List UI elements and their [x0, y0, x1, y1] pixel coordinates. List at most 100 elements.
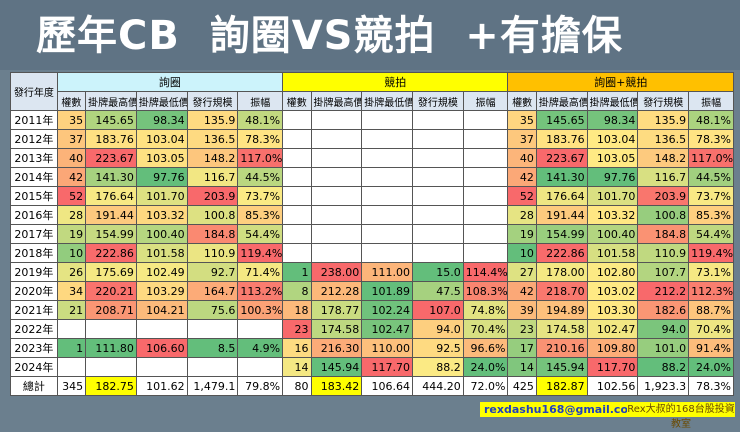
combined-cell: 203.9 [637, 186, 690, 206]
combined-cell: 10 [507, 243, 537, 263]
inquiry-cell [135, 357, 188, 377]
combined-cell: 182.6 [637, 300, 690, 320]
combined-cell: 39 [507, 300, 537, 320]
column-header: 權數 [507, 91, 537, 111]
auction-cell: 47.5 [412, 281, 464, 301]
inquiry-cell: 119.4% [237, 243, 284, 263]
total-row: 總計 345 182.75 101.62 1,479.1 79.8% 80 183.42 106… [10, 376, 734, 396]
inquiry-cell: 103.29 [135, 281, 188, 301]
inquiry-cell: 44.5% [237, 167, 284, 187]
auction-cell [462, 224, 509, 244]
auction-cell [462, 148, 509, 168]
column-header: 掛牌最高價 [85, 91, 137, 111]
auction-cell [310, 243, 363, 263]
combined-cell: 88.2 [637, 357, 690, 377]
auction-cell [361, 243, 414, 263]
auction-cell [462, 129, 509, 149]
auction-cell [282, 148, 312, 168]
auction-cell [310, 110, 363, 130]
inquiry-total-cell: 1,479.1 [186, 376, 239, 396]
combined-cell: 35 [507, 110, 537, 130]
auction-cell: 174.58 [310, 319, 363, 339]
combined-cell: 101.58 [586, 243, 639, 263]
auction-cell: 15.0 [412, 262, 464, 282]
inquiry-cell [186, 357, 239, 377]
combined-cell: 102.47 [586, 319, 639, 339]
auction-cell [282, 186, 312, 206]
year-cell: 2013年 [10, 148, 58, 168]
inquiry-cell: 103.05 [135, 148, 188, 168]
table-row: 2016年 28 191.44 103.32 100.8 85.3% 28 191.44 103… [10, 205, 734, 225]
combined-cell: 73.7% [688, 186, 734, 206]
auction-cell [282, 167, 312, 187]
auction-cell: 111.00 [361, 262, 414, 282]
combined-cell: 119.4% [688, 243, 734, 263]
auction-total-cell: 72.0% [462, 376, 509, 396]
combined-cell: 101.70 [586, 186, 639, 206]
table-row: 2023年 1 111.80 106.60 8.5 4.9% 16 216.30 110.00 9… [10, 338, 734, 358]
inquiry-cell: 21 [56, 300, 87, 320]
auction-cell: 145.94 [310, 357, 363, 377]
combined-cell: 218.70 [535, 281, 588, 301]
table-row: 2018年 10 222.86 101.58 110.9 119.4% 10 222.86 10… [10, 243, 734, 263]
table-row: 2015年 52 176.64 101.70 203.9 73.7% 52 176.64 101… [10, 186, 734, 206]
combined-cell: 223.67 [535, 148, 588, 168]
auction-total-cell: 183.42 [310, 376, 363, 396]
inquiry-cell: 111.80 [85, 338, 137, 358]
inquiry-cell [237, 357, 284, 377]
inquiry-cell [186, 319, 239, 339]
auction-cell: 88.2 [412, 357, 464, 377]
inquiry-cell: 141.30 [85, 167, 137, 187]
auction-cell [282, 224, 312, 244]
year-cell: 2016年 [10, 205, 58, 225]
total-label: 總計 [10, 376, 58, 396]
inquiry-cell: 37 [56, 129, 87, 149]
combined-cell: 88.7% [688, 300, 734, 320]
combined-cell: 117.70 [586, 357, 639, 377]
year-cell: 2017年 [10, 224, 58, 244]
combined-cell: 116.7 [637, 167, 690, 187]
auction-cell [412, 110, 464, 130]
combined-cell: 178.00 [535, 262, 588, 282]
cb-comparison-table: 發行年度 詢圈 競拍 詢圈+競拍 權數 掛牌最高價 掛牌最低價 發行規模 振幅 權數 掛牌最高價… [10, 72, 734, 396]
combined-cell: 107.7 [637, 262, 690, 282]
inquiry-cell: 35 [56, 110, 87, 130]
auction-cell: 18 [282, 300, 312, 320]
inquiry-cell: 75.6 [186, 300, 239, 320]
auction-cell [412, 224, 464, 244]
auction-cell: 117.70 [361, 357, 414, 377]
inquiry-cell: 34 [56, 281, 87, 301]
auction-cell [361, 186, 414, 206]
combined-cell: 28 [507, 205, 537, 225]
group-header-combined: 詢圈+競拍 [507, 72, 734, 92]
combined-total-cell: 78.3% [688, 376, 734, 396]
combined-cell: 100.8 [637, 205, 690, 225]
column-header: 發行規模 [186, 91, 239, 111]
combined-cell: 145.65 [535, 110, 588, 130]
inquiry-cell: 117.0% [237, 148, 284, 168]
inquiry-cell: 1 [56, 338, 87, 358]
combined-cell: 222.86 [535, 243, 588, 263]
combined-total-cell: 425 [507, 376, 537, 396]
column-header: 振幅 [462, 91, 509, 111]
combined-cell: 103.02 [586, 281, 639, 301]
inquiry-total-cell: 182.75 [85, 376, 137, 396]
auction-cell [412, 129, 464, 149]
auction-cell: 216.30 [310, 338, 363, 358]
inquiry-cell: 19 [56, 224, 87, 244]
column-header: 掛牌最高價 [310, 91, 363, 111]
inquiry-cell: 42 [56, 167, 87, 187]
year-cell: 2019年 [10, 262, 58, 282]
auction-cell [462, 243, 509, 263]
combined-cell: 103.32 [586, 205, 639, 225]
inquiry-cell: 78.3% [237, 129, 284, 149]
inquiry-cell [85, 357, 137, 377]
inquiry-cell: 184.8 [186, 224, 239, 244]
inquiry-cell: 176.64 [85, 186, 137, 206]
combined-cell: 44.5% [688, 167, 734, 187]
combined-cell: 110.9 [637, 243, 690, 263]
column-header: 掛牌最低價 [361, 91, 414, 111]
inquiry-cell: 164.7 [186, 281, 239, 301]
inquiry-cell [56, 357, 87, 377]
inquiry-cell: 103.04 [135, 129, 188, 149]
